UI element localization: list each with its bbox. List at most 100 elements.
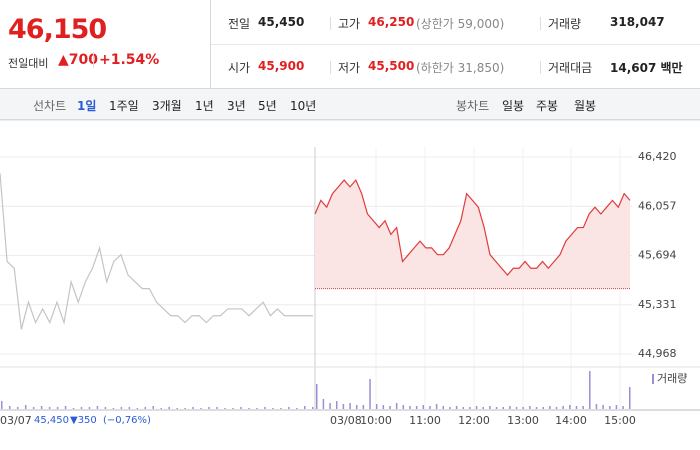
price-line [0,173,313,330]
volume-bar [402,405,405,409]
volume-bar [389,406,391,409]
volume-bar [415,406,418,409]
volume-bar [288,407,290,409]
volume-bar [615,405,618,409]
volume-bar [602,405,604,409]
volume-bar [184,408,186,409]
change: ▲700 [58,52,98,68]
volume-bar [575,406,578,409]
volume-bar [32,407,35,409]
volume-bar [355,405,358,409]
volume-bar [555,407,558,409]
volume-bar [224,408,226,409]
volume-bar [622,406,624,409]
tab[interactable]: 주봉 [536,99,559,113]
volume-bar [542,407,544,409]
change-label: 전일대비 [8,57,49,70]
tab[interactable]: 월봉 [574,99,597,113]
info-value: 14,607 백만 [610,61,683,75]
tab[interactable]: 3년 [227,99,246,113]
tab[interactable]: 일봉 [502,99,525,113]
volume-bar [549,406,551,409]
volume-bar [256,408,258,409]
volume-bar [136,408,139,409]
footer-pct: (−0,76%) [103,415,151,426]
volume-bar [16,407,19,409]
divider [93,52,94,68]
info-label: 저가 [338,61,361,75]
volume-bar [144,407,147,409]
volume-bar [375,404,378,409]
volume-bar [128,407,131,409]
change-pct: +1.54% [99,52,160,68]
volume-bar [88,407,91,409]
area [315,180,630,289]
volume-bar [535,407,538,409]
x-tick-label: 13:00 [507,414,539,427]
volume-bar [382,405,385,409]
tab[interactable]: 10년 [290,99,317,113]
volume-bar [369,379,371,409]
volume-bar [40,406,43,409]
volume-bar [316,384,318,409]
tab[interactable]: 1년 [195,99,214,113]
info-note: (상한가 59,000) [416,17,505,31]
volume-bar [529,406,531,409]
info-value: 45,450 [258,15,305,29]
volume-bar [469,407,471,409]
tab[interactable]: 1일 [77,99,97,113]
tab[interactable]: 3개월 [152,99,182,113]
divider [211,44,700,45]
info-label: 거래량 [548,17,582,31]
volume-bar [160,408,162,409]
volume-bar [24,405,27,409]
volume-bar [48,407,51,409]
volume-bar [264,407,266,409]
volume-bar [609,406,611,409]
info-value: 45,500 [368,59,415,73]
legend-swatch [652,374,654,384]
x-tick-label: 03/07 [0,414,32,427]
y-tick-label: 44,968 [638,347,677,360]
volume-bar [80,407,83,409]
x-tick-label: 11:00 [409,414,441,427]
volume-bar [582,406,584,409]
volume-bar [342,404,345,409]
y-tick-label: 46,057 [638,199,677,212]
volume-bar [96,406,99,409]
volume-bar [322,399,325,409]
volume-bar [502,407,504,409]
volume-bar [329,403,331,409]
y-tick-label: 46,420 [638,150,677,163]
volume-bar [522,407,524,409]
x-tick-label: 12:00 [458,414,490,427]
y-tick-label: 45,331 [638,298,677,311]
info-value: 46,250 [368,15,415,29]
volume-bar [312,407,314,409]
volume-bar [595,404,598,409]
volume-bar [72,408,75,409]
volume-bar [495,407,498,409]
tab-bar: 선차트 1일 1주일 3개월 1년 3년 5년 10년 봉차트 일봉 주봉 월봉 [0,89,700,120]
volume-bar [562,406,564,409]
x-tick-label: 10:00 [360,414,392,427]
volume-bar [112,408,115,409]
volume-bar [335,401,338,409]
volume-bar [56,407,59,409]
volume-bar [8,406,11,409]
footer-close: 45,450 [34,415,69,426]
y-tick-label: 45,694 [638,249,677,262]
tab[interactable]: 1주일 [109,99,139,113]
info-label: 전일 [228,17,251,31]
volume-bar [248,408,250,409]
volume-bar [304,406,306,409]
tab[interactable]: 5년 [258,99,277,113]
volume-bar [429,406,431,409]
volume-bar [515,407,518,409]
divider [540,17,541,30]
volume-bar [152,406,155,409]
volume-bar [509,406,511,409]
volume-bar [168,407,170,409]
price-line [314,178,631,276]
volume-bar [240,407,242,409]
